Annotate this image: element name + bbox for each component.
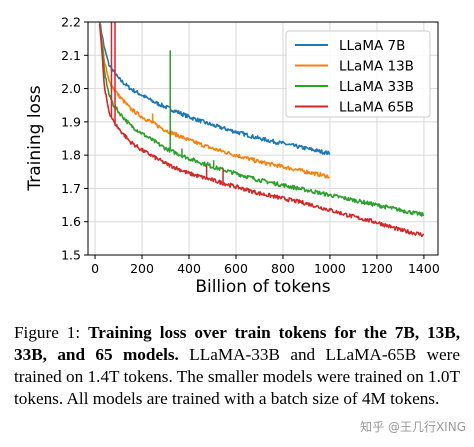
x-tick-label: 1400 [408, 261, 440, 276]
caption-body: LLaMA-33B and LLaMA-65B were trained on … [14, 345, 460, 408]
legend-label: LLaMA 33B [339, 79, 414, 95]
plot-frame [87, 21, 439, 256]
axis-ticks: 0 200 400 600 800 1000 1200 1400 1.5 1.6 1.7 1.8 1.9… [61, 15, 440, 277]
y-tick-label: 1.9 [61, 114, 81, 129]
series-line-llama-65b [98, 23, 425, 237]
x-axis-label: Billion of tokens [195, 277, 330, 297]
training-loss-chart: 0 200 400 600 800 1000 1200 1400 1.5 1.6 1.7 1.8 1.9… [25, 15, 440, 298]
series-line-llama-7b [99, 23, 331, 155]
x-tick-label: 0 [91, 261, 99, 276]
y-tick-label: 2.1 [61, 48, 81, 63]
figure-caption: Figure 1: Training loss over train token… [14, 322, 460, 410]
y-tick-label: 2.2 [61, 15, 81, 30]
y-tick-label: 1.7 [61, 181, 81, 196]
legend-label: LLaMA 7B [339, 38, 405, 54]
caption-prefix: Figure 1: [14, 323, 89, 342]
y-axis-label: Training loss [25, 85, 45, 191]
legend-label: LLaMA 13B [339, 59, 414, 75]
x-tick-label: 1000 [314, 261, 346, 276]
y-tick-label: 1.6 [61, 214, 81, 229]
series-lines [98, 22, 425, 237]
x-tick-label: 1200 [361, 261, 393, 276]
y-tick-label: 1.8 [61, 148, 81, 163]
y-tick-label: 2.0 [61, 81, 81, 96]
x-tick-label: 400 [177, 261, 201, 276]
x-tick-label: 200 [130, 261, 154, 276]
legend: LLaMA 7B LLaMA 13B LLaMA 33B LLaMA 65B [285, 30, 431, 118]
legend-box [285, 30, 431, 118]
legend-label: LLaMA 65B [339, 100, 414, 116]
x-tick-label: 600 [224, 261, 248, 276]
series-line-llama-13b [98, 23, 330, 179]
x-tick-label: 800 [271, 261, 295, 276]
series-line-llama-33b [98, 22, 425, 217]
watermark: 知乎 @王几行XING [360, 420, 466, 434]
y-tick-label: 1.5 [61, 248, 81, 263]
caption-bold: Training loss over train tokens for the … [14, 323, 460, 364]
